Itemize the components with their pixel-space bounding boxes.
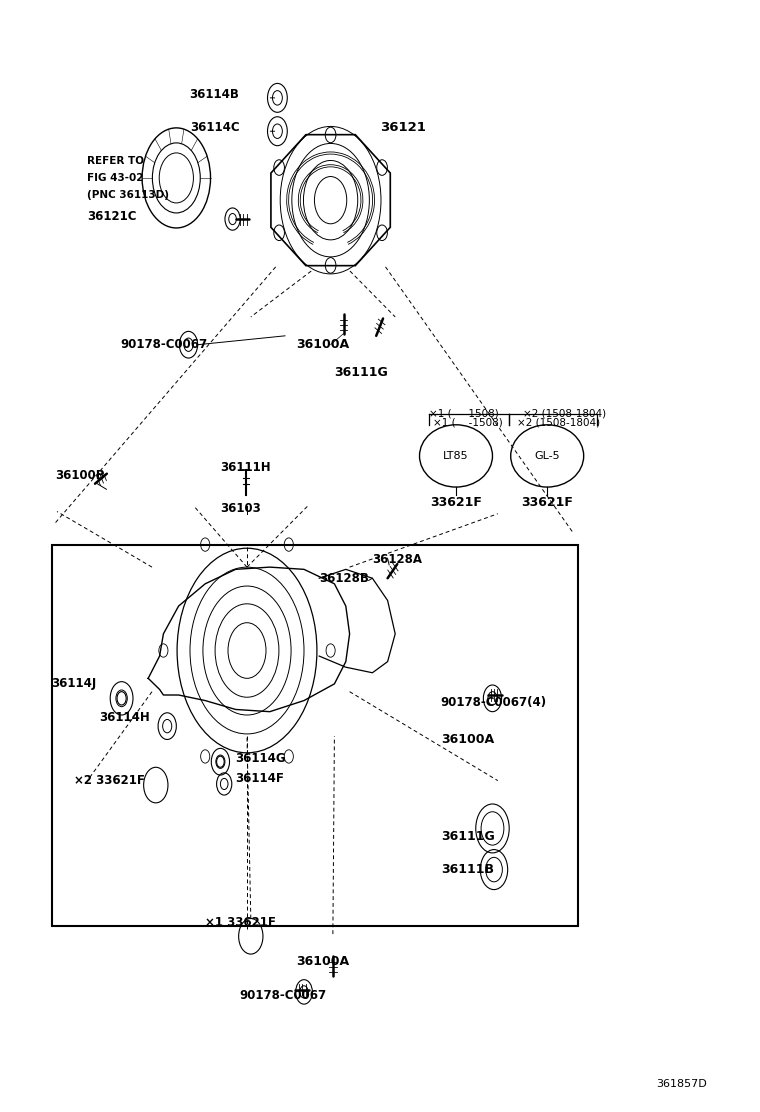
Text: 90178-C0067(4): 90178-C0067(4)	[441, 696, 547, 709]
Text: 36114G: 36114G	[236, 752, 287, 765]
Text: 36114B: 36114B	[189, 88, 239, 101]
Text: ×1 33621F: ×1 33621F	[205, 916, 276, 930]
Text: 36114J: 36114J	[52, 677, 97, 691]
Text: 36121: 36121	[380, 121, 426, 135]
Text: 33621F: 33621F	[521, 496, 573, 509]
Text: 361857D: 361857D	[656, 1080, 707, 1089]
Text: ×2 (1508-1804): ×2 (1508-1804)	[517, 418, 600, 427]
Text: FIG 43-02: FIG 43-02	[87, 173, 144, 182]
Text: 36111H: 36111H	[220, 460, 271, 474]
Text: 36100A: 36100A	[441, 733, 494, 746]
Text: 36100B: 36100B	[55, 469, 104, 483]
Text: 36128B: 36128B	[319, 572, 369, 585]
Text: 33621F: 33621F	[430, 496, 482, 509]
Text: (PNC 36113D): (PNC 36113D)	[87, 190, 169, 199]
Text: 36121C: 36121C	[87, 210, 137, 224]
Text: LT85: LT85	[443, 451, 469, 460]
Text: ×1 (    -1508): ×1 ( -1508)	[433, 418, 503, 427]
Text: 36114C: 36114C	[190, 121, 239, 135]
Text: REFER TO: REFER TO	[87, 157, 144, 166]
Text: GL-5: GL-5	[534, 451, 560, 460]
Text: 90178-C0067: 90178-C0067	[239, 989, 327, 1002]
Text: ×2 33621F: ×2 33621F	[74, 774, 145, 787]
Text: 36114H: 36114H	[99, 711, 150, 724]
Text: 36103: 36103	[220, 502, 261, 515]
Text: 36114F: 36114F	[236, 772, 284, 785]
Text: 36100A: 36100A	[296, 955, 350, 969]
Text: ×1 (    -1508): ×1 ( -1508)	[429, 409, 499, 418]
Text: ×2 (1508-1804): ×2 (1508-1804)	[523, 409, 606, 418]
Text: 36111G: 36111G	[441, 830, 495, 843]
Text: 90178-C0067: 90178-C0067	[120, 338, 207, 351]
Text: 36111G: 36111G	[334, 366, 388, 379]
Text: 36128A: 36128A	[372, 553, 423, 566]
Text: 36111B: 36111B	[441, 863, 494, 876]
Text: 36100A: 36100A	[296, 338, 350, 351]
